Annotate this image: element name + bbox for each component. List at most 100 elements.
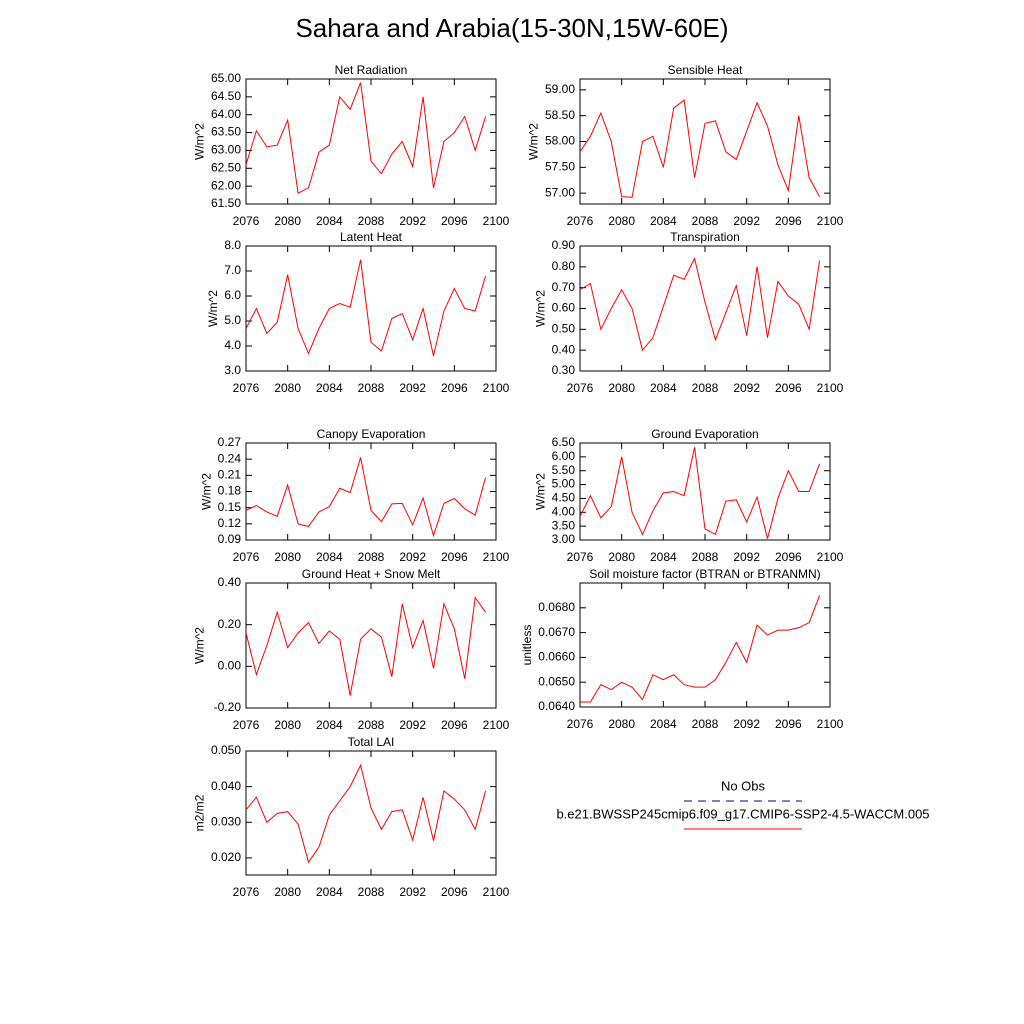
y-axis-label: W/m^2	[527, 123, 541, 160]
x-tick-label: 2088	[358, 381, 385, 395]
y-axis-label: W/m^2	[193, 627, 207, 664]
x-tick-label: 2096	[775, 550, 802, 564]
y-axis-label: W/m^2	[206, 290, 220, 327]
plot-frame	[245, 78, 497, 205]
panel-title: Ground Evaporation	[651, 427, 758, 441]
y-tick-label: 57.00	[545, 185, 575, 199]
x-tick-label: 2092	[733, 381, 760, 395]
y-tick-label: 62.00	[211, 178, 241, 192]
x-tick-label: 2100	[817, 214, 844, 228]
panel-title: Net Radiation	[335, 63, 408, 77]
y-tick-label: 63.00	[211, 143, 241, 157]
data-line	[579, 447, 821, 539]
y-tick-label: 4.00	[552, 504, 576, 518]
y-tick-label: 0.60	[552, 301, 576, 315]
x-tick-label: 2088	[358, 550, 385, 564]
x-tick-label: 2076	[233, 381, 260, 395]
y-tick-label: 61.50	[211, 196, 241, 210]
y-tick-label: 0.00	[218, 659, 242, 673]
y-tick-label: 3.0	[224, 363, 241, 377]
y-tick-label: 0.40	[218, 575, 242, 589]
y-tick-label: 8.0	[224, 238, 241, 252]
x-tick-label: 2076	[567, 214, 594, 228]
y-tick-label: 0.27	[218, 435, 242, 449]
x-tick-label: 2096	[775, 381, 802, 395]
x-tick-label: 2084	[650, 550, 677, 564]
y-tick-label: 58.00	[545, 134, 575, 148]
x-tick-label: 2080	[274, 381, 301, 395]
y-axis-label: m2/m2	[193, 794, 207, 831]
x-tick-label: 2100	[817, 550, 844, 564]
plot-frame	[579, 582, 831, 708]
x-tick-label: 2100	[483, 718, 510, 732]
plot-frame	[245, 582, 497, 709]
x-tick-label: 2076	[233, 718, 260, 732]
y-tick-label: 0.70	[552, 280, 576, 294]
y-tick-label: 0.40	[552, 342, 576, 356]
x-tick-label: 2080	[608, 381, 635, 395]
x-tick-label: 2092	[733, 214, 760, 228]
x-tick-label: 2076	[233, 550, 260, 564]
y-tick-label: 0.040	[211, 779, 241, 793]
y-tick-label: 5.0	[224, 313, 241, 327]
x-tick-label: 2096	[775, 717, 802, 731]
data-line	[245, 457, 487, 538]
y-tick-label: 0.0640	[538, 699, 575, 713]
x-tick-label: 2096	[441, 718, 468, 732]
x-tick-label: 2092	[399, 718, 426, 732]
y-tick-label: 57.50	[545, 159, 575, 173]
y-tick-label: 64.50	[211, 89, 241, 103]
x-tick-label: 2084	[316, 550, 343, 564]
y-tick-label: 0.12	[218, 516, 242, 530]
panel-title: Ground Heat + Snow Melt	[302, 567, 441, 581]
data-line	[245, 82, 487, 195]
y-tick-label: 5.00	[552, 477, 576, 491]
data-line	[245, 596, 486, 696]
y-tick-label: 0.24	[218, 451, 242, 465]
x-tick-label: 2076	[233, 214, 260, 228]
plot-frame	[245, 750, 497, 876]
x-tick-label: 2076	[567, 381, 594, 395]
y-tick-label: 59.00	[545, 82, 575, 96]
y-tick-label: 0.020	[211, 850, 241, 864]
y-tick-label: 0.0670	[538, 625, 575, 639]
x-tick-label: 2084	[316, 885, 343, 899]
x-tick-label: 2076	[567, 717, 594, 731]
y-tick-label: 0.20	[218, 617, 242, 631]
x-tick-label: 2080	[608, 717, 635, 731]
x-tick-label: 2096	[441, 381, 468, 395]
y-tick-label: 0.09	[218, 532, 242, 546]
x-tick-label: 2084	[650, 214, 677, 228]
y-tick-label: 0.90	[552, 238, 576, 252]
y-axis-label: W/m^2	[533, 473, 547, 510]
y-tick-label: 6.50	[552, 435, 576, 449]
x-tick-label: 2100	[483, 214, 510, 228]
plot-frame	[245, 442, 497, 541]
y-tick-label: 6.0	[224, 288, 241, 302]
x-tick-label: 2088	[692, 550, 719, 564]
x-tick-label: 2092	[399, 885, 426, 899]
x-tick-label: 2088	[692, 214, 719, 228]
x-tick-label: 2080	[608, 550, 635, 564]
panel-title: Sensible Heat	[668, 63, 743, 77]
y-axis-label: unitless	[520, 625, 534, 666]
x-tick-label: 2088	[692, 717, 719, 731]
x-tick-label: 2092	[399, 381, 426, 395]
x-tick-label: 2100	[483, 381, 510, 395]
y-tick-label: 0.0660	[538, 650, 575, 664]
y-tick-label: 7.0	[224, 263, 241, 277]
panel-title: Total LAI	[348, 735, 395, 749]
data-line	[245, 259, 487, 357]
data-line	[245, 763, 487, 864]
y-tick-label: 0.050	[211, 743, 241, 757]
x-tick-label: 2092	[733, 717, 760, 731]
x-tick-label: 2100	[483, 550, 510, 564]
y-tick-label: 0.15	[218, 500, 242, 514]
plot-frame	[245, 245, 497, 372]
x-tick-label: 2088	[358, 214, 385, 228]
y-axis-label: W/m^2	[193, 123, 207, 160]
x-tick-label: 2092	[733, 550, 760, 564]
y-tick-label: 64.00	[211, 107, 241, 121]
x-tick-label: 2084	[316, 718, 343, 732]
